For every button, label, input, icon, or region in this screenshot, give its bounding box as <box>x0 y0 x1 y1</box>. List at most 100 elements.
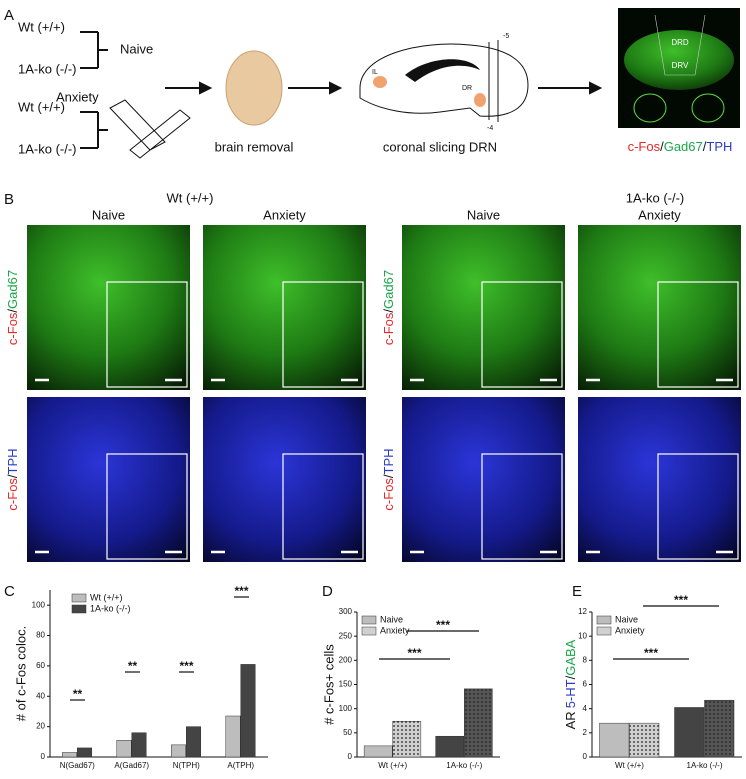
legend-swatch <box>596 626 612 636</box>
y-tick-label: 20 <box>36 722 45 731</box>
legend-label: Anxiety <box>380 625 410 635</box>
label-part: c-Fos <box>5 478 20 511</box>
drn-image-signal <box>691 93 725 123</box>
micrograph <box>27 225 190 390</box>
sagittal-outline <box>359 43 529 117</box>
micrograph <box>203 397 366 562</box>
genotype: 1A-ko (-/-) <box>626 190 685 205</box>
brain <box>225 50 283 126</box>
label-part: TPH <box>706 139 732 154</box>
label-part: TPH <box>5 448 20 474</box>
y-axis-label: # c-Fos+ cells <box>321 644 336 725</box>
label-part: c-Fos <box>381 312 396 345</box>
condition: Anxiety <box>56 89 99 104</box>
significance-label: *** <box>436 618 450 632</box>
bar <box>363 745 393 758</box>
y-tick-label: 2 <box>583 728 588 737</box>
y-tick-label: 0 <box>348 752 353 761</box>
legend-label: 1A-ko (-/-) <box>90 603 131 613</box>
micrograph <box>402 397 565 562</box>
bracket <box>80 111 108 149</box>
significance-label: ** <box>128 659 138 673</box>
arrow-head <box>329 81 343 95</box>
y-tick-label: 10 <box>578 631 587 640</box>
y-tick-label: 0 <box>583 752 588 761</box>
x-tick-label: Wt (+/+) <box>378 761 407 770</box>
bar <box>435 735 464 758</box>
x-tick-label: 1A-ko (-/-) <box>687 761 723 770</box>
panel-a-drawing <box>80 31 603 159</box>
drn-outline <box>654 14 706 76</box>
bar <box>674 707 705 758</box>
y-tick-label: 80 <box>36 631 45 640</box>
bar <box>464 688 493 758</box>
label-part: / <box>381 309 396 313</box>
bracket <box>80 31 108 69</box>
y-axis-label: # of c-Fos coloc. <box>13 626 28 721</box>
legend-swatch <box>71 593 87 603</box>
condition: Naive <box>92 207 125 222</box>
legend-label: Wt (+/+) <box>90 592 123 602</box>
micrograph <box>203 225 366 390</box>
y-tick-label: 200 <box>339 655 353 664</box>
micrograph <box>402 225 565 390</box>
bar <box>629 722 660 758</box>
panel-letter: B <box>4 191 14 208</box>
condition: Naive <box>467 207 500 222</box>
step-label: coronal slicing DRN <box>383 139 497 154</box>
step-label: brain removal <box>215 139 294 154</box>
inset-frame <box>282 453 364 560</box>
inset-frame <box>106 453 188 560</box>
legend-label: Anxiety <box>615 625 645 635</box>
inset-frame <box>481 281 563 388</box>
micrograph <box>578 397 741 562</box>
x-tick-label: N(Gad67) <box>60 761 95 770</box>
x-tick-label: A(TPH) <box>227 761 254 770</box>
significance-label: *** <box>179 659 193 673</box>
arrow-head <box>199 81 213 95</box>
y-tick-label: 8 <box>583 655 588 664</box>
label-part: / <box>5 309 20 313</box>
genotype: 1A-ko (-/-) <box>18 141 77 156</box>
significance-label: *** <box>644 646 658 660</box>
legend-swatch <box>71 604 87 614</box>
label-part: Gad67 <box>381 270 396 309</box>
x-tick-label: 1A-ko (-/-) <box>446 761 482 770</box>
y-tick-label: 4 <box>583 704 588 713</box>
genotype: Wt (+/+) <box>18 99 65 114</box>
bar <box>171 744 186 758</box>
label-part: GABA <box>563 639 578 675</box>
inset-frame <box>282 281 364 388</box>
bar <box>225 715 241 758</box>
x-tick-label: Wt (+/+) <box>615 761 644 770</box>
significance-label: *** <box>674 593 688 607</box>
arrow-head <box>589 81 603 95</box>
label-part: / <box>703 139 707 154</box>
panel-letter: C <box>4 583 15 600</box>
label-part: Gad67 <box>664 139 703 154</box>
condition: Anxiety <box>638 207 681 222</box>
legend-swatch <box>361 615 377 625</box>
label-part: / <box>5 474 20 478</box>
drn-image-signal <box>633 93 667 123</box>
label-part: TPH <box>381 448 396 474</box>
bar <box>704 699 735 758</box>
label-part: c-Fos <box>5 312 20 345</box>
label-part: / <box>660 139 664 154</box>
condition: Anxiety <box>263 207 306 222</box>
bar <box>131 732 147 758</box>
maze <box>109 99 191 159</box>
y-tick-label: 50 <box>343 728 352 737</box>
label-part: 5-HT <box>563 679 578 708</box>
legend-label: Naive <box>380 614 403 624</box>
inset-frame <box>106 281 188 388</box>
bar <box>240 664 256 758</box>
label-part: / <box>563 675 578 679</box>
inset-frame <box>657 281 739 388</box>
y-tick-label: 100 <box>32 600 46 609</box>
label-part: AR <box>563 711 578 729</box>
corpus-callosum <box>405 59 480 82</box>
x-tick-label: N(TPH) <box>173 761 200 770</box>
condition: Naive <box>120 41 153 56</box>
